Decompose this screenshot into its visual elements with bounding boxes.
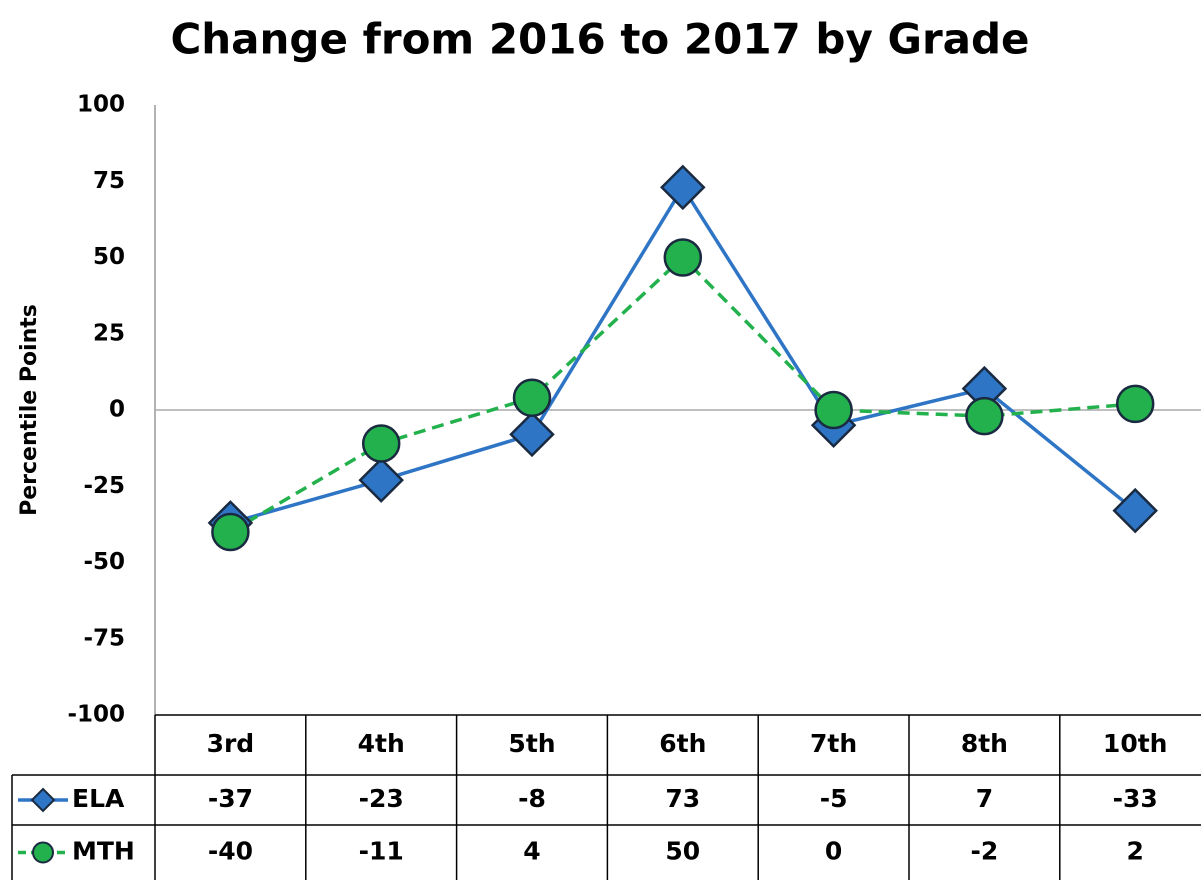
table-value: 7: [976, 784, 993, 813]
table-value: -8: [518, 784, 546, 813]
legend-marker: [32, 841, 54, 864]
legend-label: MTH: [72, 837, 135, 866]
marker: [211, 512, 250, 552]
y-tick-label: -75: [83, 625, 125, 651]
legend-label: ELA: [72, 784, 125, 813]
marker: [1112, 487, 1158, 534]
marker: [512, 378, 552, 418]
x-tick-label: 7th: [810, 729, 857, 758]
marker: [660, 164, 706, 211]
table-value: -5: [820, 784, 848, 813]
y-tick-label: 100: [77, 92, 125, 118]
table-value: 73: [665, 784, 700, 813]
y-tick-label: 50: [93, 244, 125, 270]
marker: [1115, 384, 1155, 424]
marker: [663, 238, 703, 277]
marker: [361, 424, 401, 463]
x-tick-label: 3rd: [207, 729, 255, 758]
y-tick-label: -100: [67, 702, 125, 728]
y-tick-label: -50: [83, 549, 125, 575]
table-value: 0: [825, 837, 842, 866]
y-axis-title: Percentile Points: [17, 304, 42, 516]
legend-marker: [30, 787, 56, 813]
x-tick-label: 10th: [1103, 729, 1168, 758]
x-tick-label: 8th: [961, 729, 1008, 758]
table-value: -40: [208, 837, 253, 866]
table-value: 4: [523, 837, 540, 866]
table-value: -37: [208, 784, 253, 813]
y-tick-label: -25: [83, 473, 125, 499]
table-value: -33: [1113, 784, 1158, 813]
y-tick-label: 75: [93, 168, 125, 194]
y-tick-label: 25: [93, 320, 125, 346]
table-value: -2: [971, 837, 999, 866]
table-value: -23: [359, 784, 404, 813]
table-value: -11: [359, 837, 404, 866]
marker: [358, 457, 404, 503]
marker: [814, 390, 853, 430]
x-tick-label: 4th: [358, 729, 405, 758]
table-value: 50: [665, 837, 700, 866]
marker: [965, 396, 1004, 436]
chart-title: Change from 2016 to 2017 by Grade: [170, 15, 1029, 64]
y-tick-label: 0: [109, 397, 125, 423]
x-tick-label: 6th: [659, 729, 706, 758]
x-tick-label: 5th: [508, 729, 555, 758]
table-value: 2: [1126, 837, 1143, 866]
marker: [509, 411, 555, 458]
